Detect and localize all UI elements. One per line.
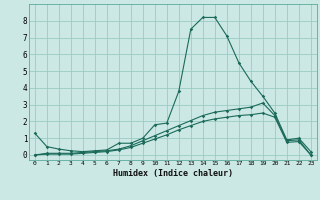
- X-axis label: Humidex (Indice chaleur): Humidex (Indice chaleur): [113, 169, 233, 178]
